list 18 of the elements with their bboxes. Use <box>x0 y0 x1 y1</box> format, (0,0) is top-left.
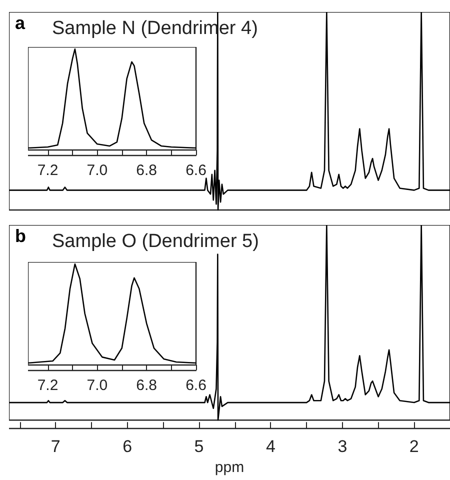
x-tick-label: 7.2 <box>37 377 58 394</box>
x-tick-label: 4 <box>266 437 276 456</box>
x-tick-label: 7.0 <box>86 377 108 394</box>
x-tick-label: 7.2 <box>37 162 58 179</box>
x-tick-label: 3 <box>338 437 348 456</box>
x-tick-label: 6.6 <box>186 162 206 179</box>
x-tick-label: 2 <box>409 437 419 456</box>
x-tick-label: 6.6 <box>186 377 206 394</box>
chart-title: Sample O (Dendrimer 5) <box>52 231 259 252</box>
x-tick-label: 6 <box>122 437 132 456</box>
x-axis-title: ppm <box>214 459 244 476</box>
x-tick-label: 6.8 <box>136 162 158 179</box>
x-tick-label: 6.8 <box>136 377 158 394</box>
x-tick-label: 7 <box>50 437 60 456</box>
annotation: a <box>15 13 26 33</box>
x-tick-label: 5 <box>194 437 204 456</box>
x-tick-label: 7.0 <box>86 162 108 179</box>
annotation: b <box>15 226 26 246</box>
